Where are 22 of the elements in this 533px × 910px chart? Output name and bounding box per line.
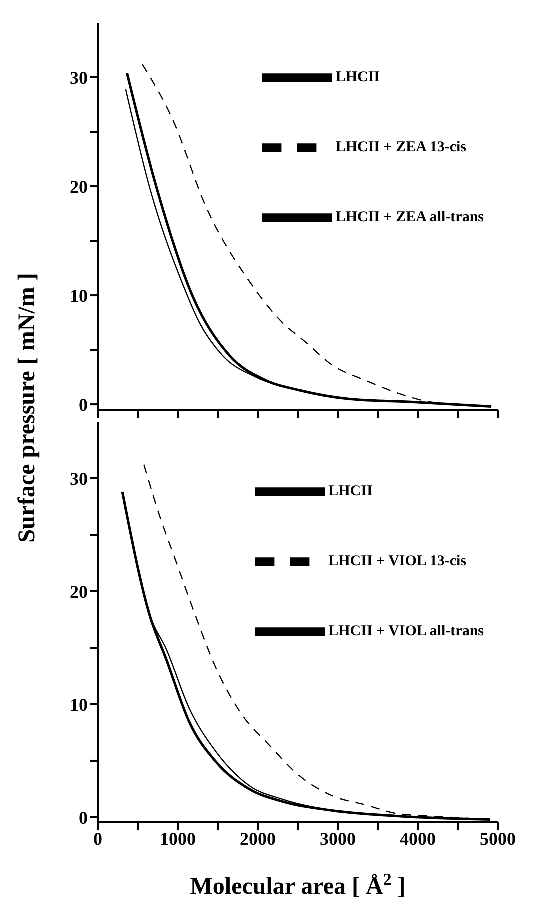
x-tick-label: 4000 bbox=[400, 828, 436, 849]
legend-label: LHCII + ZEA 13-cis bbox=[336, 139, 466, 156]
x-tick-label: 5000 bbox=[480, 828, 516, 849]
x-tick-label: 2000 bbox=[240, 828, 276, 849]
y-tick-label: 30 bbox=[70, 68, 88, 88]
x-tick-label: 3000 bbox=[320, 828, 356, 849]
y-tick-label: 0 bbox=[79, 394, 88, 415]
x-tick-label: 0 bbox=[94, 828, 102, 849]
y-axis-title: Surface pressure [ mN/m ] bbox=[14, 273, 42, 543]
legend-label: LHCII + ZEA all-trans bbox=[336, 209, 484, 226]
legend-label: LHCII + VIOL 13-cis bbox=[328, 553, 466, 570]
legend-label: LHCII + VIOL all-trans bbox=[328, 623, 484, 640]
legend-label: LHCII bbox=[336, 69, 380, 86]
y-tick-label: 10 bbox=[70, 694, 88, 715]
x-tick-label: 1000 bbox=[160, 828, 196, 849]
x-axis-title: Molecular area [ Å$^{2}$ ] bbox=[190, 870, 406, 900]
y-tick-label: 20 bbox=[70, 582, 88, 602]
y-tick-label: 20 bbox=[70, 176, 88, 197]
y-tick-label: 0 bbox=[79, 808, 88, 828]
y-tick-label: 10 bbox=[70, 286, 88, 306]
legend-label: LHCII bbox=[328, 483, 373, 500]
y-tick-label: 30 bbox=[70, 468, 88, 489]
